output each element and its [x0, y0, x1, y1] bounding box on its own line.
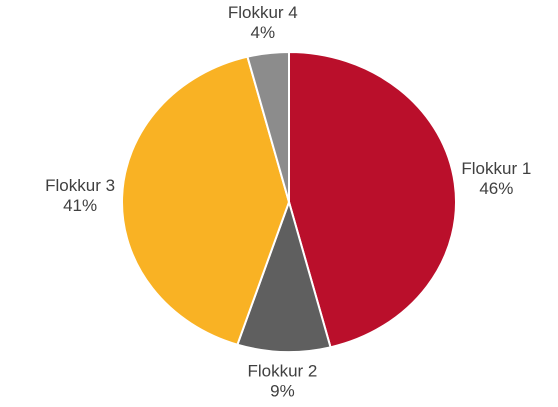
slice-label: Flokkur 4 — [228, 3, 298, 22]
pie-slice — [246, 50, 290, 203]
pie-slice — [288, 50, 457, 349]
slice-value-label: 41% — [63, 196, 97, 215]
slice-label: Flokkur 1 — [461, 159, 531, 178]
slice-label: Flokkur 2 — [247, 361, 317, 380]
slice-value-label: 46% — [479, 179, 513, 198]
pie-slice — [236, 198, 332, 353]
slice-value-label: 4% — [251, 23, 276, 42]
slice-label: Flokkur 3 — [45, 176, 115, 195]
slice-value-label: 9% — [270, 381, 295, 400]
pie-slice — [121, 55, 291, 346]
